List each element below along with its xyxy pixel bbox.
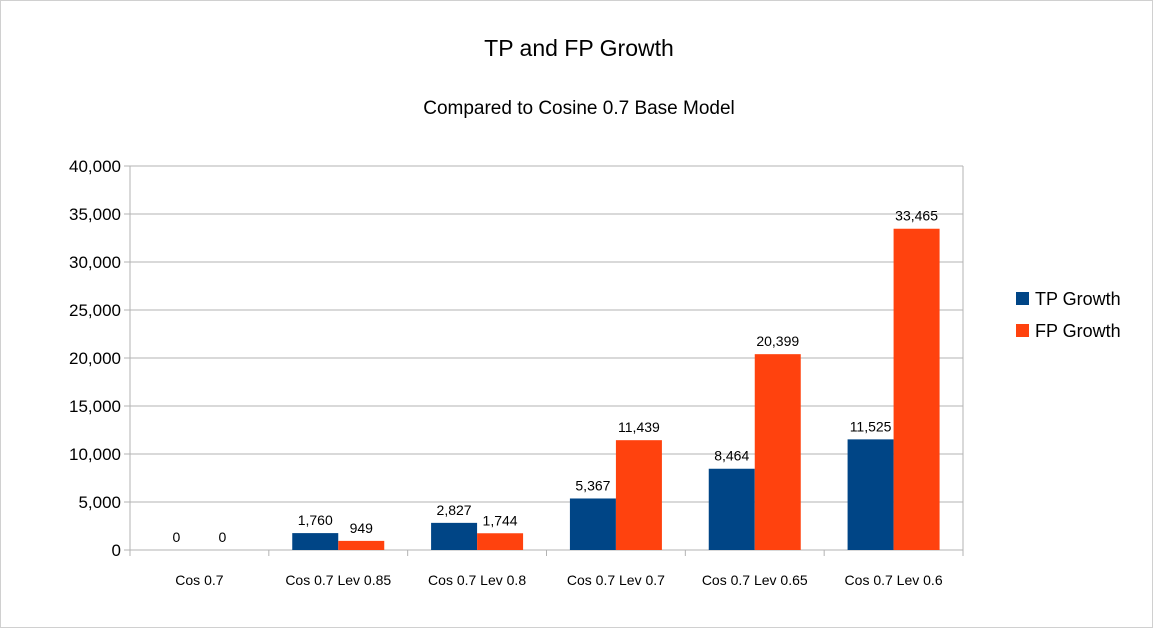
gridlines: [130, 165, 964, 551]
legend-label: TP Growth: [1035, 289, 1121, 309]
data-labels: 0 1,760 2,827 5,367 8,464 11,525 0 949 1,744 11,4…: [173, 208, 939, 545]
bar-fp: [615, 440, 662, 550]
data-label: 33,465: [895, 208, 938, 224]
x-tick-label: Cos 0.7 Lev 0.85: [285, 572, 391, 588]
data-label: 0: [173, 529, 181, 545]
data-label: 1,760: [298, 512, 333, 528]
bar-tp: [708, 468, 755, 550]
x-tick-label: Cos 0.7 Lev 0.7: [567, 572, 665, 588]
y-tick-label: 20,000: [69, 349, 121, 368]
y-tick-label: 25,000: [69, 301, 121, 320]
x-tick-label: Cos 0.7 Lev 0.8: [428, 572, 526, 588]
chart-subtitle: Compared to Cosine 0.7 Base Model: [423, 98, 735, 119]
data-label: 0: [219, 529, 227, 545]
y-axis: 0 5,000 10,000 15,000 20,000 25,000 30,000 35,0…: [69, 157, 131, 560]
bar-fp: [754, 354, 801, 550]
bar-tp: [292, 533, 339, 550]
bar-fp: [338, 540, 385, 550]
data-label: 20,399: [756, 333, 799, 349]
y-tick-label: 0: [112, 541, 121, 560]
bar-fp: [477, 533, 524, 550]
data-label: 949: [350, 520, 374, 536]
x-tick-label: Cos 0.7 Lev 0.6: [845, 572, 943, 588]
bars: [292, 228, 940, 550]
x-axis: Cos 0.7 Cos 0.7 Lev 0.85 Cos 0.7 Lev 0.8 Co…: [129, 549, 964, 588]
y-tick-label: 5,000: [78, 493, 121, 512]
bar-tp: [569, 498, 616, 550]
x-tick-label: Cos 0.7: [175, 572, 223, 588]
data-label: 8,464: [714, 448, 749, 464]
legend-swatch: [1016, 292, 1029, 305]
legend-swatch: [1016, 324, 1029, 337]
data-label: 1,744: [483, 512, 518, 528]
chart-title: TP and FP Growth: [484, 35, 674, 61]
x-tick-label: Cos 0.7 Lev 0.65: [702, 572, 808, 588]
data-label: 11,525: [850, 418, 892, 434]
y-tick-label: 40,000: [69, 157, 121, 176]
y-tick-label: 15,000: [69, 397, 121, 416]
legend-label: FP Growth: [1035, 321, 1121, 341]
data-label: 2,827: [437, 502, 472, 518]
data-label: 11,439: [618, 419, 660, 435]
bar-tp: [847, 439, 894, 550]
y-tick-label: 35,000: [69, 205, 121, 224]
legend: TP Growth FP Growth: [1016, 289, 1121, 341]
bar-fp: [893, 228, 940, 550]
bar-tp: [431, 522, 478, 550]
data-label: 5,367: [575, 477, 610, 493]
y-tick-label: 30,000: [69, 253, 121, 272]
y-tick-label: 10,000: [69, 445, 121, 464]
